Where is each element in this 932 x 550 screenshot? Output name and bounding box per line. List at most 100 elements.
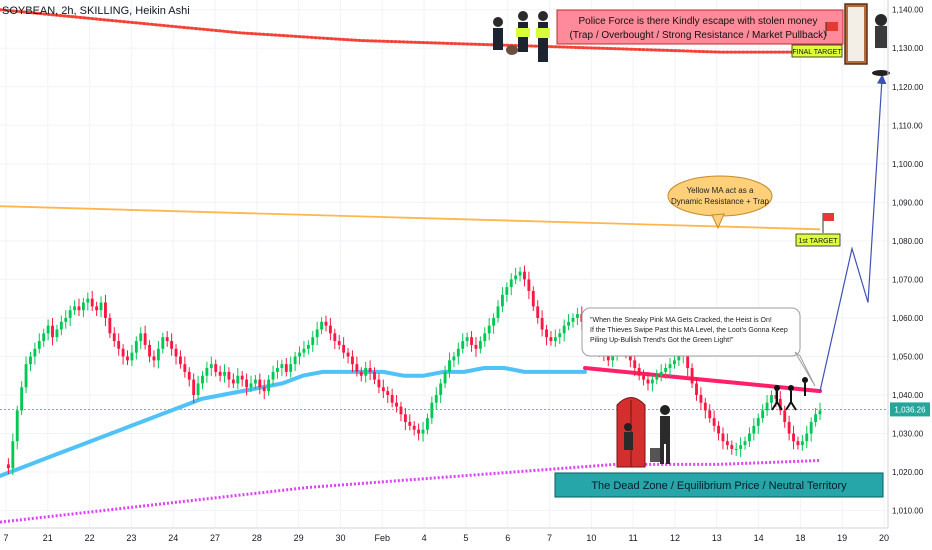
- symbol-title: SOYBEAN, 2h, SKILLING, Heikin Ashi: [2, 5, 190, 17]
- candle-body: [196, 383, 200, 395]
- candle-body: [298, 352, 301, 357]
- candle-body: [549, 337, 553, 342]
- candle-body: [765, 402, 769, 411]
- candle-body: [253, 379, 257, 384]
- time-tick-label: 5: [463, 533, 468, 543]
- candle-body: [214, 364, 218, 372]
- yellow-ma-bubble-line2: Dynamic Resistance + Trap: [671, 197, 770, 206]
- candle-body: [59, 321, 63, 330]
- candle-body: [86, 298, 90, 303]
- candle-body: [531, 290, 535, 307]
- candle-body: [170, 341, 174, 349]
- blue-ma-line: [0, 366, 587, 478]
- candle-body: [231, 379, 235, 384]
- candle-body: [637, 368, 641, 376]
- police-box: [556, 9, 844, 45]
- time-tick-label: 4: [422, 533, 427, 543]
- candle-body: [289, 364, 293, 372]
- price-tick-label: 1,030.00: [892, 430, 924, 439]
- first-target-label: 1st TARGET: [798, 238, 838, 245]
- candle-body: [205, 368, 209, 376]
- candle-body: [739, 445, 743, 449]
- candle-body: [664, 368, 668, 372]
- candle-body: [112, 333, 116, 342]
- pink-ma-note-line1: "When the Sneaky Pink MA Gets Cracked, t…: [590, 317, 772, 324]
- price-tick-label: 1,010.00: [892, 507, 924, 516]
- thieves-crossing-icon: [771, 377, 808, 411]
- candle-body: [699, 395, 703, 403]
- annotations: The Dead Zone / Equilibrium Price / Neut…: [493, 3, 890, 498]
- candle-body: [293, 356, 297, 365]
- candle-body: [668, 364, 672, 369]
- price-tick-label: 1,060.00: [892, 314, 924, 323]
- candle-body: [108, 317, 112, 334]
- candle-body: [514, 275, 518, 280]
- candle-body: [333, 333, 337, 342]
- candle-body: [655, 375, 659, 380]
- time-tick-label: 27: [210, 533, 220, 543]
- candle-body: [421, 429, 425, 434]
- candle-body: [90, 298, 94, 307]
- candle-body: [443, 371, 447, 384]
- candle-body: [774, 395, 778, 399]
- candle-body: [373, 371, 376, 380]
- price-tick-label: 1,100.00: [892, 160, 924, 169]
- candle-body: [483, 333, 487, 342]
- candle-body: [183, 364, 187, 372]
- candle-body: [139, 333, 143, 342]
- candle-body: [448, 360, 451, 372]
- candle-body: [209, 364, 213, 369]
- price-tick-label: 1,020.00: [892, 468, 924, 477]
- time-tick-label: 6: [505, 533, 510, 543]
- candle-body: [725, 441, 729, 446]
- time-tick-label: 21: [43, 533, 53, 543]
- dead-zone-box: [554, 472, 884, 498]
- grid: [0, 0, 888, 528]
- candle-body: [408, 421, 412, 426]
- candle-body: [156, 348, 160, 361]
- price-tick-label: 1,130.00: [892, 44, 924, 53]
- candle-body: [818, 410, 822, 415]
- red-flag-icon: [825, 22, 838, 36]
- time-tick-label: 23: [126, 533, 136, 543]
- candle-body: [15, 410, 19, 442]
- candle-body: [148, 344, 151, 357]
- candle-body: [377, 379, 381, 388]
- candle-body: [42, 333, 46, 342]
- police-box-line1: Police Force is there Kindly escape with…: [578, 16, 817, 27]
- candle-body: [37, 341, 41, 349]
- candle-body: [201, 375, 204, 384]
- time-tick-label: 13: [712, 533, 722, 543]
- candle-body: [364, 368, 368, 376]
- police-officers-icon: [493, 11, 550, 62]
- candle-body: [178, 356, 182, 365]
- candle-body: [187, 371, 191, 380]
- candle-body: [452, 356, 456, 361]
- time-tick-label: 30: [335, 533, 345, 543]
- candle-body: [708, 410, 712, 419]
- pink-ma-line: [583, 366, 822, 394]
- time-tick-label: 7: [547, 533, 552, 543]
- candle-body: [712, 418, 716, 426]
- candle-body: [756, 418, 760, 426]
- candle-body: [642, 375, 646, 380]
- candle-body: [126, 356, 129, 361]
- candle-body: [267, 379, 271, 392]
- candle-body: [659, 371, 663, 376]
- candle-body: [717, 425, 720, 434]
- candle-body: [306, 344, 310, 349]
- candle-body: [686, 352, 690, 369]
- candle-body: [315, 329, 319, 338]
- candle-body: [328, 325, 332, 334]
- candle-body: [368, 368, 372, 372]
- candle-body: [571, 317, 575, 322]
- plot-area: [0, 0, 888, 528]
- candle-body: [403, 414, 407, 422]
- candle-body: [439, 383, 443, 395]
- candle-body: [527, 279, 531, 291]
- time-tick-label: 19: [837, 533, 847, 543]
- candle-body: [505, 287, 509, 295]
- candle-body: [152, 356, 156, 361]
- candle-body: [218, 371, 222, 376]
